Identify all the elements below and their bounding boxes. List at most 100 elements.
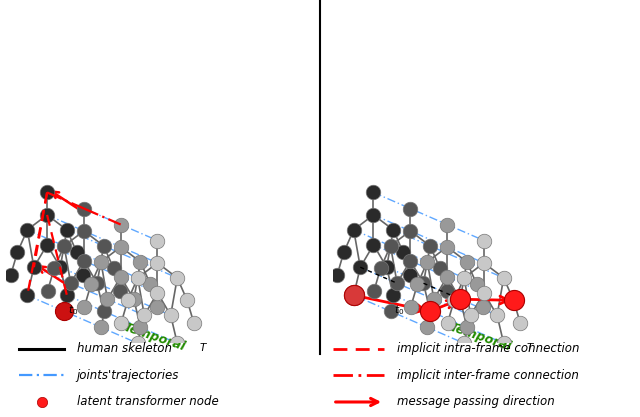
Point: [455, 296, 465, 303]
Point: [442, 274, 452, 280]
Point: [349, 292, 359, 299]
Point: [115, 287, 125, 294]
Point: [479, 260, 489, 266]
Point: [425, 308, 435, 314]
Text: $T$: $T$: [199, 341, 208, 353]
Point: [79, 257, 89, 264]
Point: [381, 264, 392, 271]
Point: [78, 271, 88, 278]
Point: [459, 274, 469, 281]
Point: [102, 296, 113, 303]
Point: [139, 312, 149, 319]
Point: [479, 289, 489, 296]
Point: [349, 292, 359, 299]
Point: [405, 205, 415, 212]
Point: [116, 244, 126, 250]
Point: [72, 249, 82, 256]
Point: [465, 312, 476, 319]
Point: [455, 296, 465, 303]
Point: [499, 340, 509, 347]
Text: implicit intra-frame connection: implicit intra-frame connection: [397, 342, 579, 355]
Point: [388, 292, 398, 299]
Point: [166, 312, 176, 319]
Point: [376, 265, 386, 271]
Point: [429, 296, 439, 303]
Text: implicit inter-frame connection: implicit inter-frame connection: [397, 369, 579, 382]
Point: [406, 304, 416, 310]
Point: [59, 308, 69, 314]
Point: [152, 237, 163, 244]
Point: [96, 324, 106, 331]
Point: [129, 296, 139, 303]
Point: [349, 226, 359, 233]
Point: [59, 243, 69, 249]
Point: [79, 304, 90, 310]
Point: [29, 264, 39, 271]
Point: [472, 281, 482, 288]
Point: [419, 280, 429, 286]
Point: [435, 265, 445, 271]
Point: [508, 297, 518, 304]
Point: [108, 265, 118, 271]
Point: [478, 304, 488, 310]
Point: [42, 287, 52, 294]
Point: [92, 280, 102, 286]
Point: [49, 265, 60, 271]
Point: [12, 249, 22, 256]
Point: [369, 189, 379, 196]
Point: [405, 257, 415, 264]
Point: [172, 274, 182, 281]
Point: [116, 274, 126, 280]
Point: [442, 221, 452, 228]
Point: [182, 297, 192, 304]
Point: [132, 340, 143, 347]
Text: joints'trajectories: joints'trajectories: [77, 369, 179, 382]
Point: [388, 226, 398, 233]
Text: $t_0$: $t_0$: [68, 303, 78, 317]
Point: [172, 340, 182, 347]
Point: [99, 308, 109, 314]
Point: [398, 249, 408, 256]
Point: [22, 292, 33, 299]
Point: [132, 274, 143, 281]
Point: [65, 280, 76, 286]
Point: [96, 259, 106, 265]
Point: [425, 308, 435, 314]
Point: [422, 324, 433, 331]
Point: [515, 319, 525, 326]
Point: [422, 259, 433, 265]
Point: [442, 319, 452, 326]
Point: [86, 281, 96, 288]
Point: [412, 281, 422, 288]
Point: [349, 292, 359, 299]
Point: [135, 259, 145, 265]
Point: [339, 249, 349, 256]
Point: [152, 304, 162, 310]
Point: [425, 243, 435, 249]
Point: [79, 205, 89, 212]
Point: [145, 281, 156, 288]
Point: [189, 319, 199, 326]
Text: Temporal: Temporal: [122, 320, 187, 353]
Point: [79, 228, 89, 234]
Point: [492, 312, 502, 319]
Text: human skeleton: human skeleton: [77, 342, 172, 355]
Point: [99, 243, 109, 249]
Point: [499, 274, 509, 281]
Point: [135, 324, 145, 331]
Point: [123, 297, 133, 304]
Point: [42, 189, 52, 196]
Text: $T$: $T$: [525, 341, 534, 353]
Text: $t_0$: $t_0$: [394, 303, 404, 317]
Point: [55, 264, 65, 271]
Text: message passing direction: message passing direction: [397, 395, 554, 409]
Point: [369, 241, 379, 248]
Point: [152, 289, 163, 296]
Point: [449, 297, 460, 304]
Point: [152, 260, 163, 266]
Point: [392, 280, 402, 286]
Point: [22, 226, 33, 233]
Point: [479, 237, 489, 244]
Point: [508, 297, 518, 304]
Point: [404, 271, 415, 278]
